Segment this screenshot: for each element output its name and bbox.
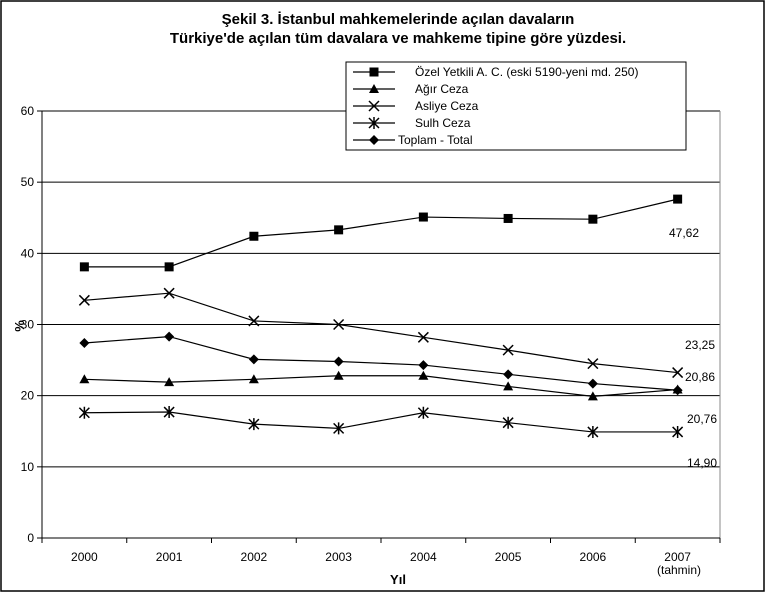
series-0 [79,194,683,272]
series-2 [78,287,684,379]
point-4-2003 [333,356,344,367]
point-0-2000 [79,262,89,272]
point-0-2002 [249,231,259,241]
x-tick-label-2002: 2002 [241,550,268,564]
legend-box [345,61,687,151]
point-2-2006 [587,358,599,370]
annotation-asliye-2007: 23,25 [685,338,715,352]
point-1-2003 [333,370,344,380]
point-1-2002 [248,374,259,384]
series-3 [78,406,684,438]
legend-marker-2 [368,100,380,112]
point-3-2002 [248,418,260,431]
point-2-2000 [78,294,90,306]
y-tick-label-20: 20 [21,389,35,403]
y-tick-label-60: 60 [21,104,35,118]
series-line-4 [84,335,678,391]
point-2-2002 [248,315,260,327]
x-tick-label-2000: 2000 [71,550,98,564]
y-tick-label-50: 50 [21,175,35,189]
point-1-2000 [79,374,90,384]
x-axis-label: Yıl [390,572,406,587]
point-2-2003 [333,318,345,331]
point-3-2003 [333,422,345,435]
point-4-2000 [79,338,90,349]
y-axis-label: % [12,320,27,332]
point-4-2006 [587,378,598,389]
x-tick-labels: 2000 2001 2002 2003 2004 2005 2006 2007 [71,550,691,564]
legend-label-3: Sulh Ceza [415,116,471,130]
point-0-2001 [164,262,174,272]
x-tick-label-2004: 2004 [410,550,437,564]
legend: Özel Yetkili A. C. (eski 5190-yeni md. 2… [345,61,687,151]
point-4-2002 [248,354,259,365]
x-tick-label-2003: 2003 [325,550,352,564]
point-0-2006 [588,214,598,224]
point-1-2004 [418,370,429,380]
point-3-2006 [587,425,599,438]
point-3-2007 [672,425,684,438]
point-2-2007 [672,367,684,379]
series-line-2 [84,292,678,374]
axes [37,110,721,543]
point-1-2001 [164,377,175,387]
legend-marker-4 [369,135,379,145]
legend-label-0: Özel Yetkili A. C. (eski 5190-yeni md. 2… [415,65,638,79]
legend-marker-0 [369,67,379,77]
legend-marker-3 [368,117,380,129]
legend-label-4: Toplam - Total [398,133,472,147]
annotation-toplam-2007: 20,76 [687,412,717,426]
y-tick-labels: 0 10 20 30 40 50 60 [21,104,35,545]
series-4 [79,331,683,396]
series-line-0 [84,198,678,268]
point-3-2000 [78,406,90,419]
point-2-2004 [417,331,429,343]
point-3-2001 [163,406,175,419]
point-1-2005 [503,381,514,391]
y-tick-label-30: 30 [21,318,35,332]
point-0-2003 [334,225,344,235]
series-line-3 [84,411,678,433]
x-tick-label-2005: 2005 [495,550,522,564]
chart-title-line-1: Şekil 3. İstanbul mahkemelerinde açılan … [222,11,575,28]
y-tick-label-10: 10 [21,460,35,474]
legend-label-1: Ağır Ceza [415,82,469,96]
x-tick-sublabel: (tahmin) [657,563,701,577]
point-1-2006 [587,391,598,401]
point-0-2004 [418,212,428,222]
point-0-2005 [503,213,513,223]
point-3-2004 [417,406,429,419]
legend-label-2: Asliye Ceza [415,99,479,113]
point-4-2007 [672,385,683,396]
point-4-2001 [164,331,175,342]
annotation-agir-2007: 20,86 [685,370,715,384]
point-2-2005 [502,344,514,356]
annotation-sulh-2007: 14,90 [687,456,717,470]
annotation-ozel-2007: 47,62 [669,226,699,240]
point-2-2001 [163,287,175,299]
point-3-2005 [502,416,514,429]
point-4-2004 [418,360,429,371]
x-tick-label-2007: 2007 [664,550,691,564]
y-tick-label-0: 0 [27,531,34,545]
series-group [78,194,684,438]
point-0-2007 [673,194,683,204]
legend-marker-1 [369,84,379,93]
x-tick-label-2006: 2006 [580,550,607,564]
x-tick-label-2001: 2001 [156,550,183,564]
point-4-2005 [503,369,514,380]
y-tick-label-40: 40 [21,246,35,260]
chart-title-line-2: Türkiye'de açılan tüm davalara ve mahkem… [170,30,626,47]
series-line-1 [84,375,678,397]
